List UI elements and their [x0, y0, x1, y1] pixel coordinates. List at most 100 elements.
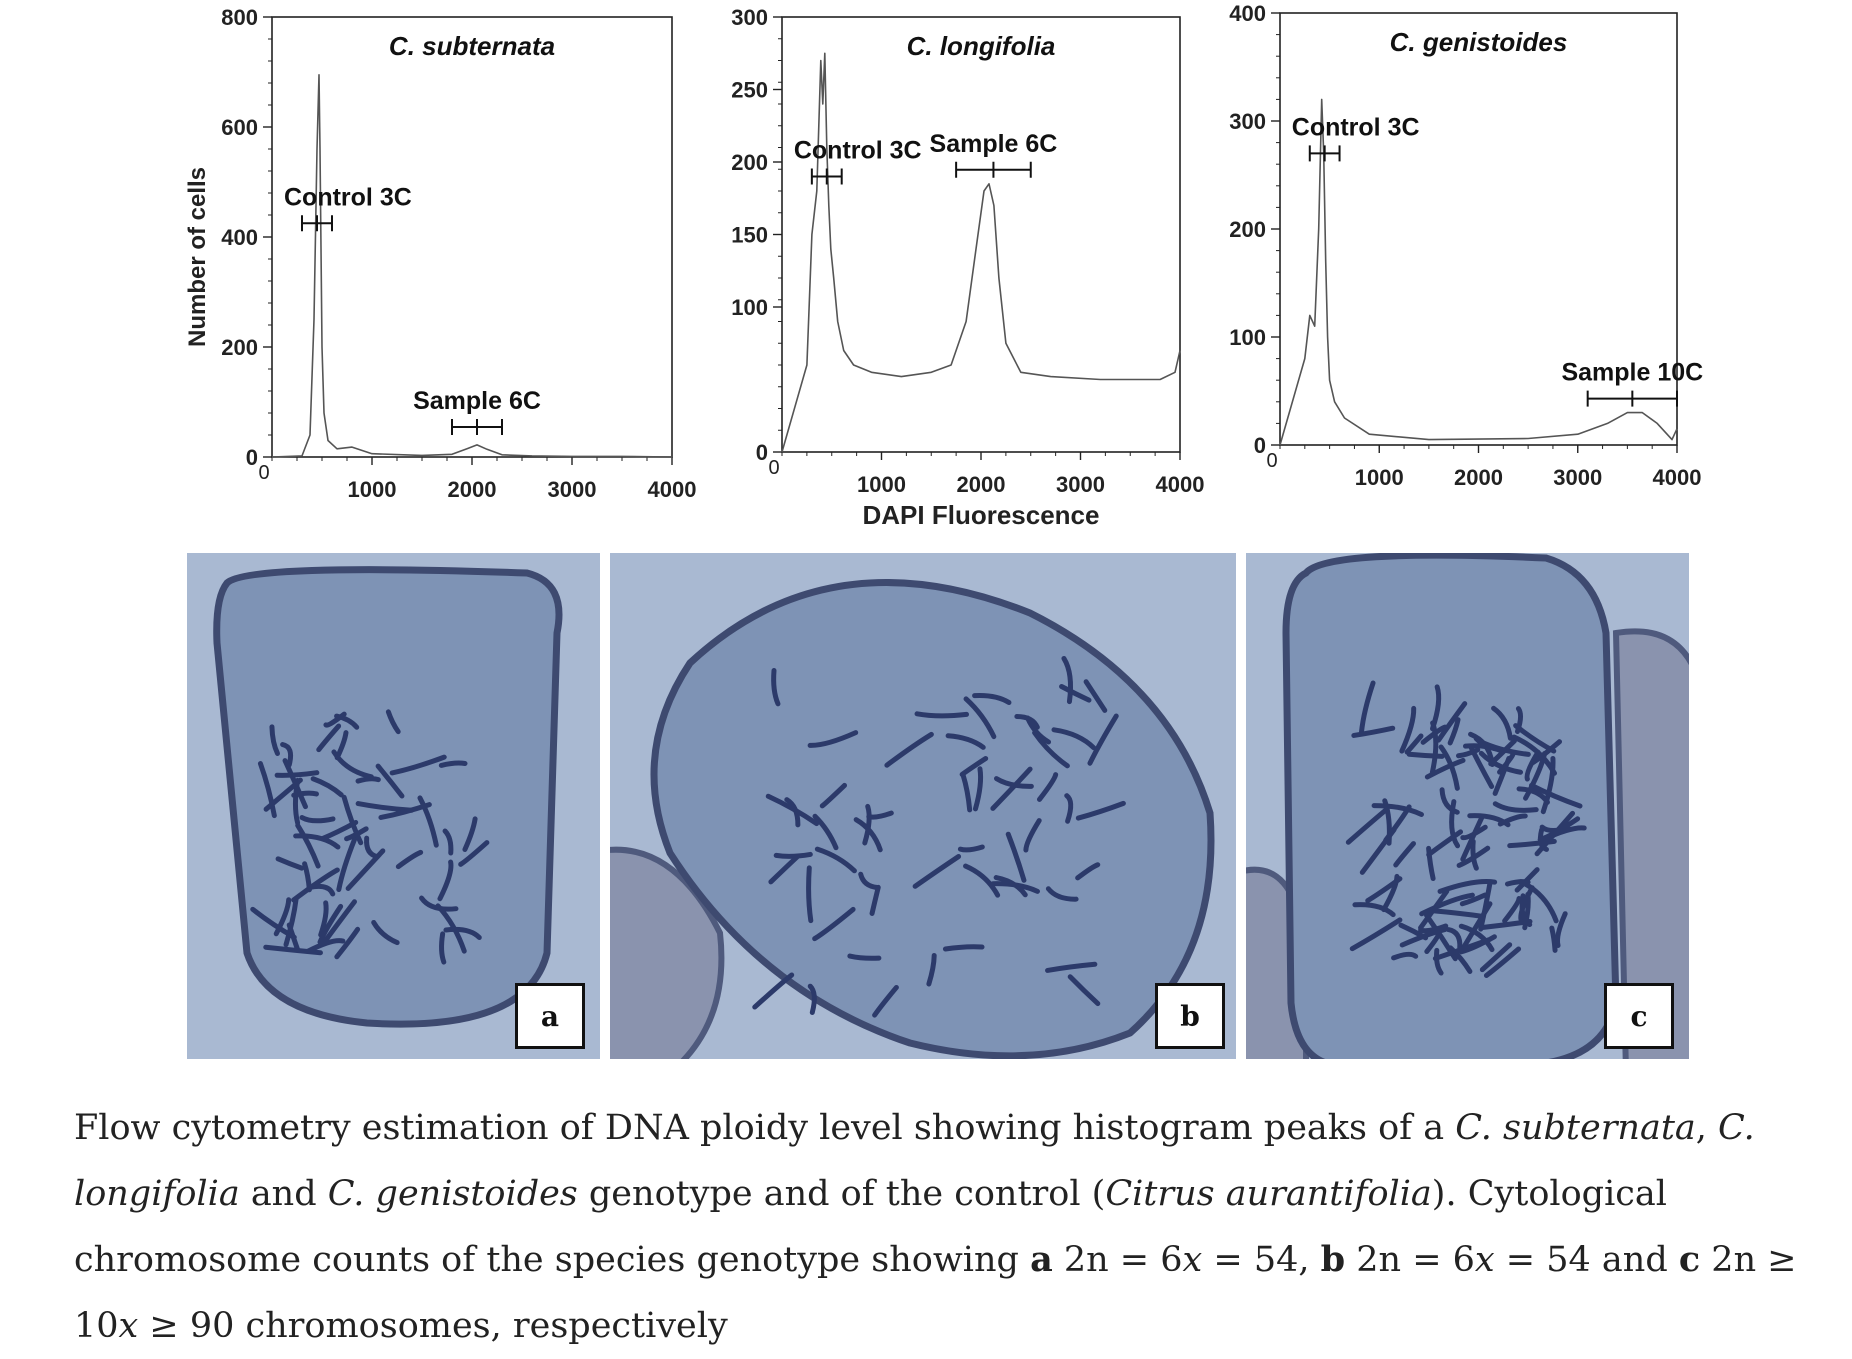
chromosome — [1051, 727, 1097, 751]
chart-3-xtick-label: 4000 — [1653, 465, 1702, 490]
chromosome — [1359, 827, 1397, 875]
chromosome — [884, 731, 934, 768]
chromosome — [1075, 800, 1126, 821]
chart-1-ytick-label: 600 — [221, 115, 258, 140]
chromosome — [994, 776, 1034, 789]
chromosome — [993, 875, 1028, 898]
chromosome — [1458, 923, 1495, 953]
chromosome — [305, 938, 346, 954]
neighbor-cell — [1612, 628, 1689, 1059]
chromosome — [435, 903, 467, 954]
chromosome — [972, 692, 1012, 706]
micro-c-image — [1246, 553, 1689, 1059]
chromosome — [1507, 838, 1557, 849]
chromosome — [295, 822, 321, 869]
chart-1-xtick-label: 2000 — [448, 477, 497, 502]
chromosome — [462, 816, 478, 853]
chromosome — [963, 696, 997, 740]
chromosome — [1497, 751, 1516, 775]
chromosome — [291, 867, 340, 903]
chromosome — [1479, 942, 1513, 973]
chromosome — [1497, 813, 1528, 827]
chart-2-ytick-label: 150 — [731, 223, 768, 248]
chromosome — [318, 900, 329, 938]
chromosome — [458, 840, 490, 867]
chromosome — [866, 810, 894, 820]
chromosome — [1345, 807, 1388, 845]
chromosome — [765, 793, 820, 827]
chart-1-ytick-label: 800 — [221, 5, 258, 30]
chart-3-series-line — [1279, 98, 1678, 446]
chart-2-title: C. longifolia — [907, 31, 1056, 61]
chart-1-xtick-label: 1000 — [348, 477, 397, 502]
chart-2-xtick-label: 3000 — [1056, 472, 1105, 497]
chromosome — [1491, 705, 1513, 741]
micrograph-a: a — [187, 553, 600, 1059]
chromosome — [752, 972, 795, 1010]
chromosome — [1478, 879, 1493, 932]
chromosome — [317, 903, 344, 945]
chromosome — [1555, 911, 1568, 948]
chromosome — [926, 952, 937, 987]
chromosome — [1436, 701, 1468, 743]
micro-b-image — [610, 553, 1236, 1059]
chromosome — [1540, 755, 1556, 815]
chart-2-xlabel: DAPI Fluorescence — [863, 500, 1100, 530]
chromosome — [302, 861, 312, 893]
chromosome — [807, 983, 817, 1015]
chromosome — [299, 815, 336, 824]
chart-1-xtick-zero: 0 — [258, 462, 269, 484]
chromosome — [1424, 757, 1466, 780]
chromosome — [858, 871, 880, 890]
chromosome — [1492, 801, 1539, 813]
chromosome — [371, 919, 400, 946]
chromosome — [872, 984, 899, 1018]
chromosome — [914, 711, 970, 719]
chromosome — [814, 846, 857, 874]
chromosome — [275, 856, 305, 871]
chromosome — [395, 849, 424, 870]
chromosome — [1518, 879, 1559, 924]
chromosome — [1483, 946, 1522, 979]
micro-a-image — [187, 553, 600, 1059]
neighbor-cell — [610, 846, 725, 1059]
chromosome — [417, 795, 439, 848]
chromosome — [1432, 937, 1491, 961]
chromosome — [771, 668, 781, 707]
chromosome — [274, 770, 320, 778]
chromosome — [355, 776, 381, 784]
chromosome — [1426, 845, 1436, 882]
chromosome — [1399, 705, 1417, 754]
chart-1-series-line — [271, 74, 673, 458]
chromosome — [280, 742, 294, 768]
chromosome — [862, 803, 872, 846]
chromosome — [443, 926, 482, 941]
chromosome — [336, 836, 358, 893]
chromosome — [1430, 684, 1442, 732]
panel-label-b: b — [1155, 983, 1225, 1049]
chromosome — [1439, 787, 1460, 815]
chromosome — [1478, 750, 1524, 775]
chromosome — [1477, 738, 1531, 757]
chromosome — [438, 760, 468, 768]
chart-3-xtick-label: 2000 — [1454, 465, 1503, 490]
chromosome — [847, 953, 882, 961]
chromosome — [389, 754, 447, 776]
chromosome — [1460, 813, 1485, 862]
chart-3-title: C. genistoides — [1390, 27, 1568, 57]
micrograph-c: c — [1246, 553, 1689, 1059]
chromosome — [945, 733, 986, 750]
chromosome — [1351, 725, 1396, 738]
chromosome — [257, 761, 277, 819]
chart-2-gate-1-label: Control 3C — [794, 137, 922, 165]
chromosome — [1398, 922, 1429, 941]
chart-3-xtick-zero: 0 — [1266, 450, 1277, 472]
chromosome — [942, 944, 985, 952]
chromosome — [263, 944, 323, 956]
chromosome — [819, 782, 848, 809]
chromosome — [439, 931, 447, 965]
chromosome — [1025, 715, 1052, 745]
chart-1-gate-1-label: Control 3C — [284, 183, 412, 211]
chromosome — [1023, 818, 1042, 853]
